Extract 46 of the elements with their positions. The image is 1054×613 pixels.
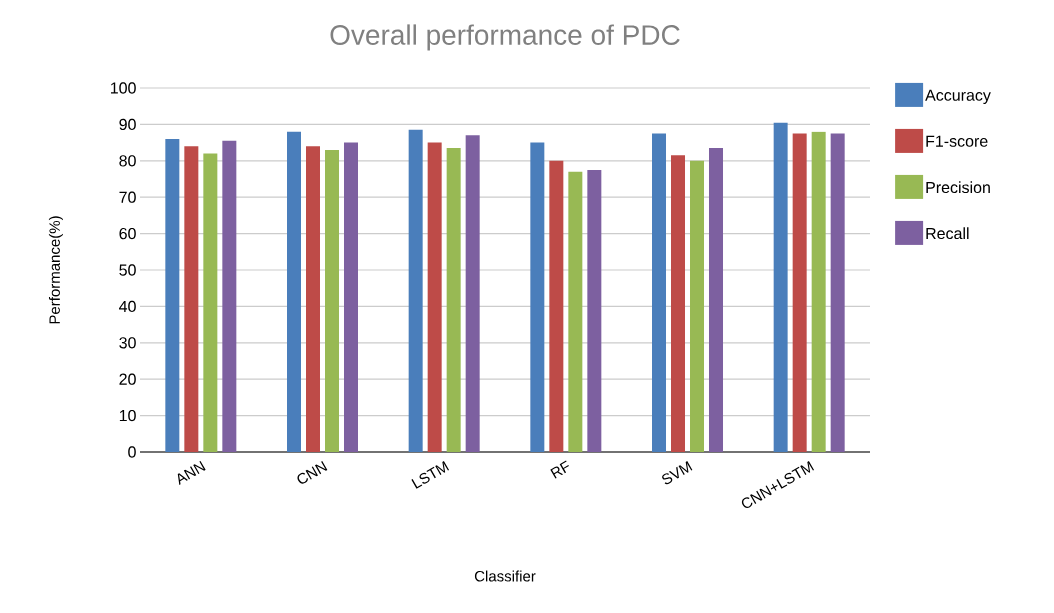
- legend-label: F1-score: [926, 135, 988, 147]
- bar: [287, 131, 301, 452]
- bar: [568, 171, 583, 452]
- bar: [773, 122, 788, 452]
- bar: [792, 133, 807, 452]
- bar: [325, 149, 339, 452]
- bar: [465, 135, 480, 452]
- bar: [408, 129, 423, 452]
- legend-label: Precision: [926, 181, 990, 194]
- bar: [446, 148, 461, 452]
- bar: [530, 142, 545, 452]
- chart-title: Overall performance of PDC: [330, 24, 680, 51]
- bar: [690, 160, 705, 452]
- bar: [165, 138, 180, 452]
- bar: [671, 155, 686, 452]
- x-tick-label: RF: [550, 460, 569, 479]
- x-tick-label: CNN: [297, 461, 328, 484]
- bar: [222, 140, 237, 452]
- y-tick-label: 90: [119, 118, 136, 131]
- x-axis-title: Classifier: [474, 570, 536, 582]
- x-tick-label: SVM: [662, 461, 693, 485]
- y-tick-label: 0: [128, 446, 136, 458]
- legend-label: Accuracy: [925, 89, 991, 104]
- y-tick-label: 20: [119, 373, 136, 385]
- y-axis-title: Performance(%): [48, 216, 63, 324]
- bar: [427, 142, 442, 452]
- legend-label: Recall: [926, 227, 969, 240]
- y-tick-label: 30: [119, 337, 136, 349]
- y-tick-label: 50: [119, 264, 136, 276]
- bar: [652, 133, 666, 452]
- bar: [306, 146, 320, 452]
- bar: [184, 146, 199, 452]
- y-tick-label: 40: [119, 300, 136, 313]
- bar: [811, 131, 826, 452]
- y-tick-label: 70: [119, 191, 136, 203]
- bar: [709, 148, 724, 452]
- bar: [549, 160, 564, 452]
- y-tick-label: 100: [111, 82, 136, 94]
- bar: [344, 142, 358, 452]
- x-tick-label: ANN: [177, 460, 206, 486]
- bar: [203, 153, 218, 452]
- y-tick-label: 80: [119, 155, 136, 167]
- bar: [587, 169, 602, 452]
- bar: [830, 133, 845, 452]
- y-tick-label: 60: [119, 227, 136, 240]
- y-tick-label: 10: [119, 409, 136, 422]
